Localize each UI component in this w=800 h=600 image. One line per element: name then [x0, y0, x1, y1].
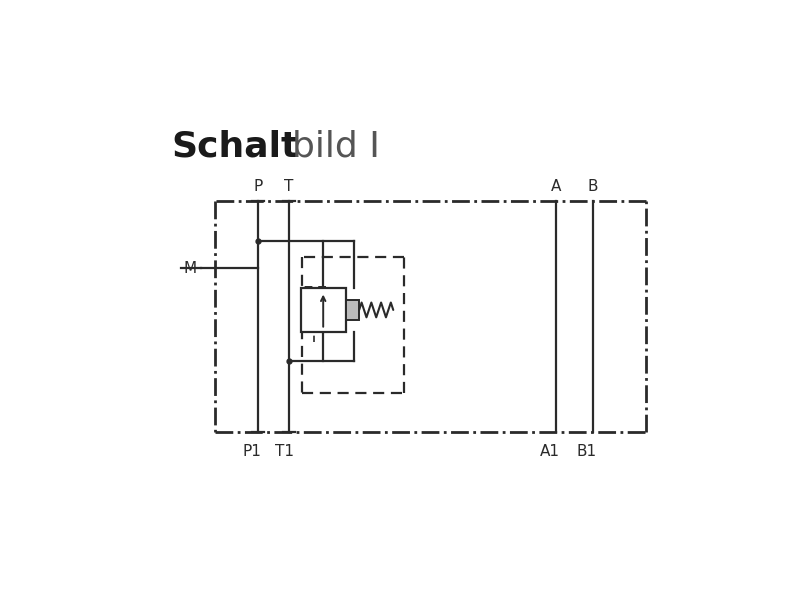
Text: Schalt: Schalt — [171, 130, 298, 164]
Text: T: T — [285, 179, 294, 194]
Text: B1: B1 — [577, 444, 597, 459]
Text: P: P — [254, 179, 262, 194]
Text: T1: T1 — [275, 444, 294, 459]
Text: B: B — [588, 179, 598, 194]
Text: bild I: bild I — [292, 130, 380, 164]
Text: M: M — [183, 261, 197, 276]
Text: A1: A1 — [539, 444, 559, 459]
Text: P1: P1 — [242, 444, 262, 459]
Bar — [301, 288, 346, 332]
Bar — [346, 300, 359, 320]
Text: A: A — [550, 179, 561, 194]
